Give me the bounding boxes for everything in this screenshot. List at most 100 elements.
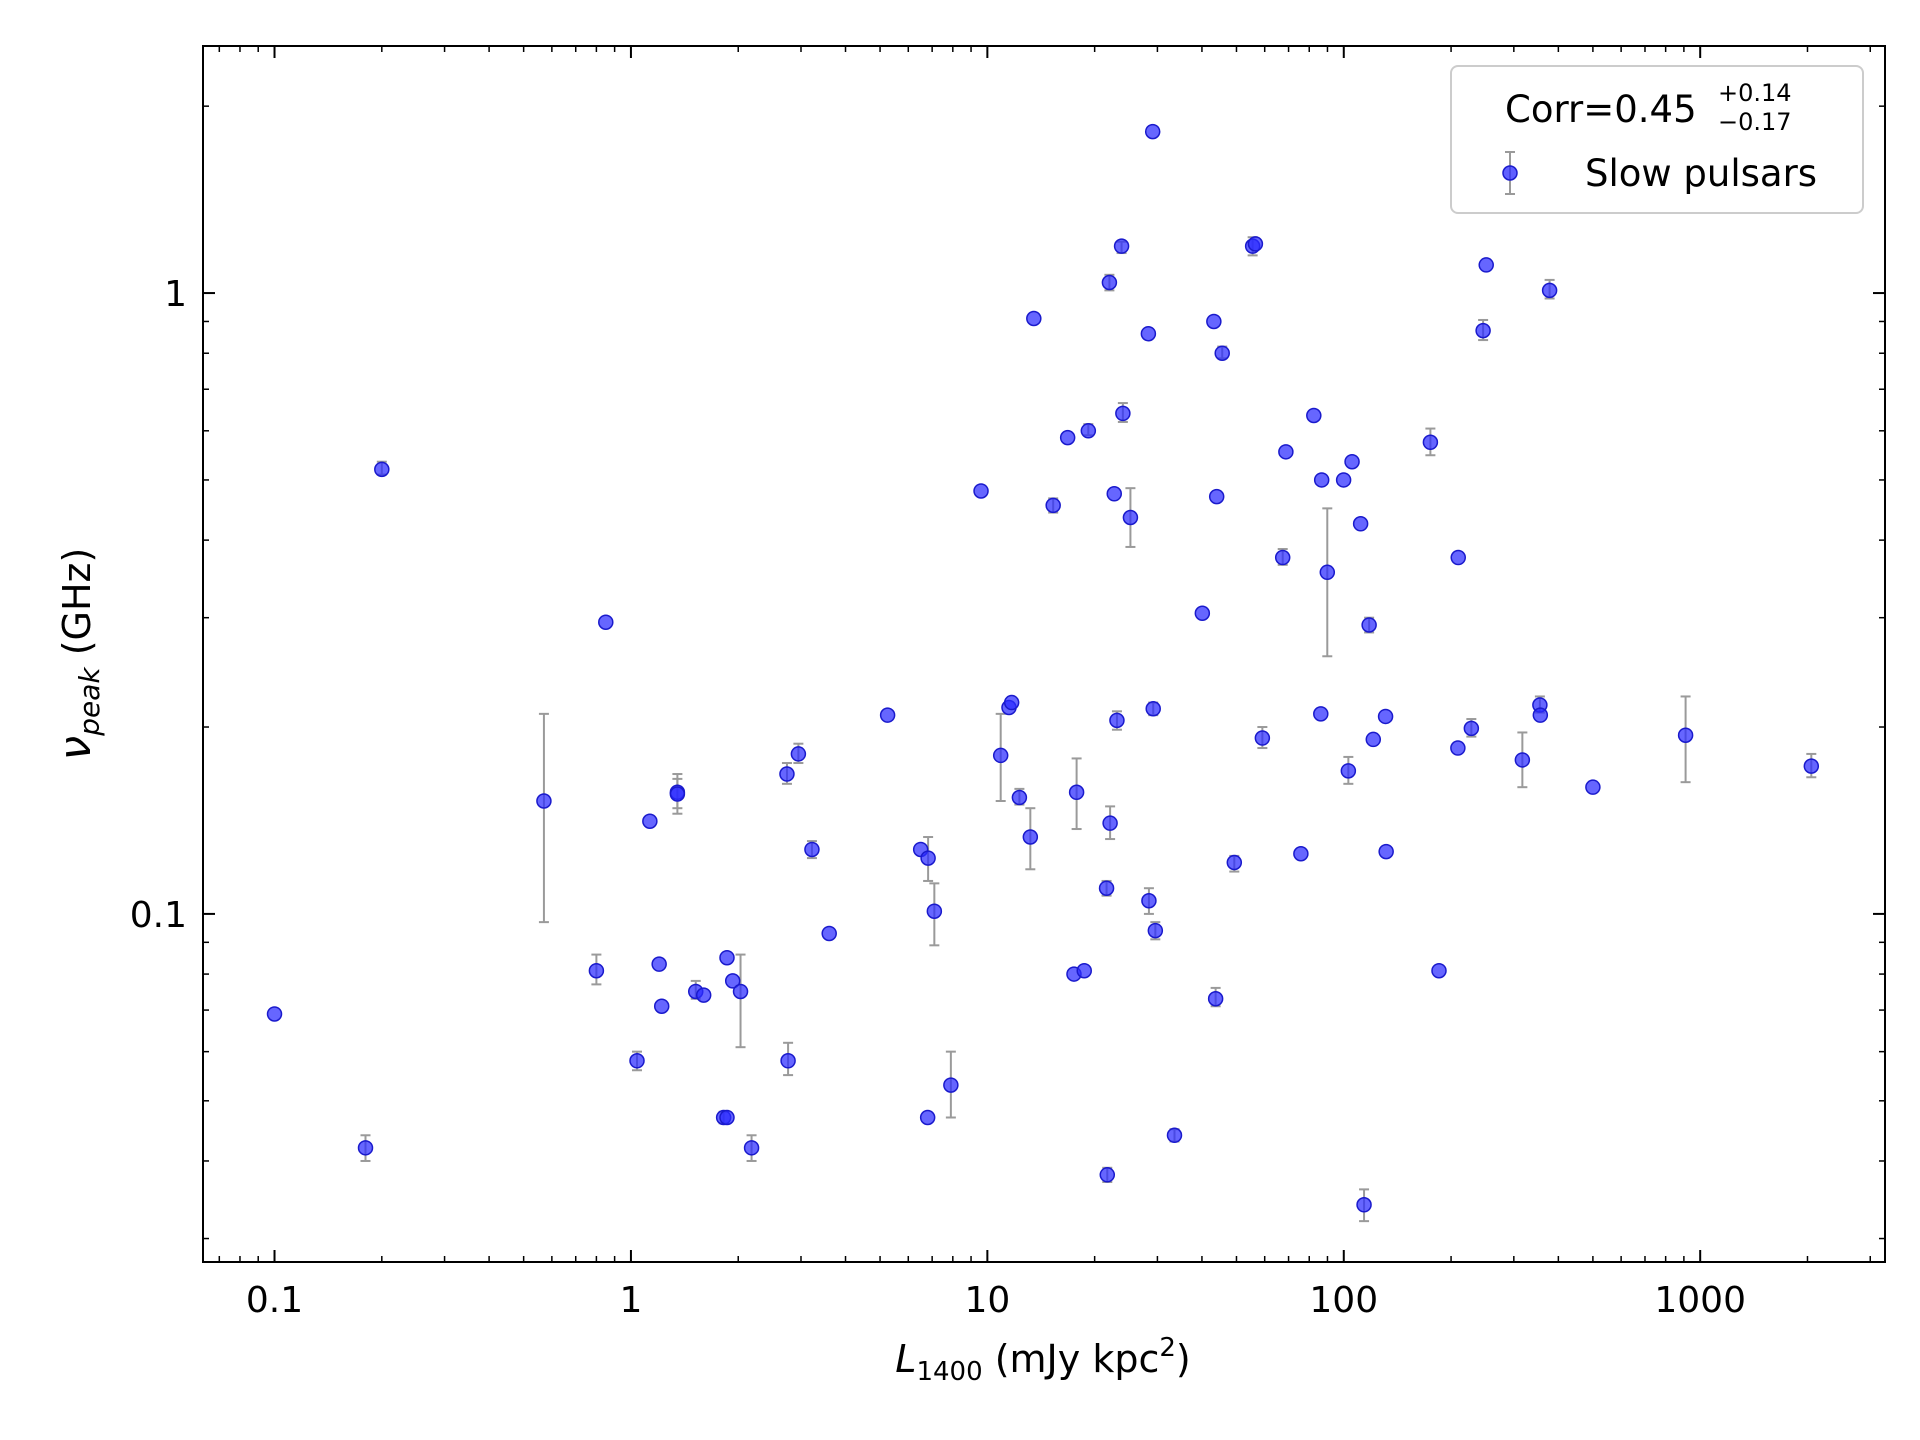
data-point — [1352, 516, 1369, 532]
data-point — [1059, 429, 1076, 446]
data-point — [1313, 706, 1329, 722]
data-point — [651, 956, 667, 972]
data-point — [804, 841, 820, 858]
data-point — [1003, 694, 1020, 711]
data-point — [1166, 1127, 1183, 1144]
data-point — [653, 998, 670, 1015]
data-point — [1145, 701, 1161, 717]
error-bar — [538, 712, 549, 924]
data-point — [1340, 763, 1357, 779]
x-axis-label: L1400 (mJy kpc2) — [895, 1333, 1190, 1387]
data-point — [695, 987, 712, 1003]
x-tick-label: 100 — [1309, 1280, 1378, 1321]
data-point — [1080, 423, 1097, 439]
x-tick-label: 1 — [619, 1280, 642, 1321]
data-point — [1098, 880, 1115, 896]
legend-correlation-plus: +0.14 — [1718, 79, 1792, 107]
data-point — [1113, 238, 1130, 254]
data-point — [821, 925, 837, 942]
data-point — [374, 461, 390, 478]
x-tick-label: 10 — [964, 1280, 1010, 1321]
data-point — [1144, 123, 1161, 140]
data-point — [943, 1077, 959, 1093]
legend-correlation-minus: −0.17 — [1718, 108, 1792, 136]
legend-marker — [1502, 151, 1518, 195]
data-point — [1356, 1197, 1372, 1213]
y-tick-label: 1 — [164, 274, 187, 315]
axes-frame — [202, 45, 1886, 1263]
data-point — [1011, 789, 1028, 806]
data-point — [790, 746, 807, 762]
data-point — [1115, 405, 1131, 422]
data-point — [1541, 282, 1558, 299]
data-point — [724, 973, 741, 989]
data-point — [1226, 854, 1243, 871]
data-point — [879, 707, 896, 723]
data-point — [1463, 720, 1480, 737]
data-point — [1254, 730, 1271, 746]
data-point — [1109, 712, 1125, 729]
data-point — [1122, 509, 1139, 526]
data-point — [1208, 488, 1225, 505]
legend: Corr=0.45 +0.14 −0.17 Slow pulsars — [1450, 65, 1864, 214]
data-point — [1140, 325, 1157, 342]
plot-area — [266, 123, 1820, 1223]
data-point — [669, 786, 686, 802]
data-point — [1099, 1167, 1116, 1183]
error-bar — [735, 953, 746, 1049]
data-point — [1147, 922, 1164, 939]
data-point — [1026, 310, 1042, 327]
y-axis-label: νpeak (GHz) — [50, 548, 106, 761]
data-point — [1514, 752, 1531, 768]
data-point — [992, 747, 1009, 764]
data-point — [598, 614, 614, 630]
data-point — [1803, 758, 1820, 774]
data-point — [1274, 549, 1291, 566]
data-point — [1532, 707, 1549, 723]
data-point — [719, 1109, 735, 1126]
data-point — [1102, 815, 1118, 831]
data-point — [743, 1140, 760, 1156]
data-point — [1313, 472, 1330, 488]
data-point — [266, 1006, 283, 1022]
data-point — [1247, 236, 1264, 252]
data-point — [1206, 313, 1222, 330]
data-point — [1422, 434, 1439, 451]
data-point — [719, 949, 735, 966]
data-point — [1377, 708, 1394, 725]
data-point — [1319, 564, 1336, 581]
data-point — [642, 813, 658, 830]
data-point — [1335, 472, 1352, 488]
x-tick-label: 1000 — [1654, 1280, 1746, 1321]
data-point — [1293, 845, 1309, 862]
legend-box — [1450, 65, 1864, 214]
data-point — [1361, 617, 1377, 633]
data-point — [1677, 727, 1694, 743]
data-point — [1214, 345, 1230, 361]
x-tick-label: 0.1 — [246, 1280, 303, 1321]
ticks-layer: 0.1 1 10 100 1000 0.1 1 — [130, 46, 1885, 1321]
data-point — [629, 1053, 645, 1069]
data-point — [1431, 962, 1447, 979]
data-point — [1101, 274, 1118, 291]
data-point — [1194, 605, 1211, 621]
data-point — [1475, 322, 1491, 339]
data-point — [1106, 486, 1122, 502]
data-point — [536, 793, 552, 809]
data-point — [732, 983, 749, 1000]
data-point — [1045, 497, 1061, 514]
data-point — [1585, 779, 1601, 795]
y-tick-label: 0.1 — [130, 895, 187, 936]
data-point — [1278, 444, 1294, 460]
data-point — [1478, 257, 1494, 273]
data-point — [1068, 784, 1085, 801]
data-point — [1450, 740, 1466, 756]
data-point — [919, 1109, 936, 1126]
data-point — [1450, 549, 1466, 566]
data-point — [926, 903, 943, 919]
data-point — [779, 766, 795, 782]
data-point — [357, 1140, 374, 1156]
data-point — [1344, 453, 1360, 470]
